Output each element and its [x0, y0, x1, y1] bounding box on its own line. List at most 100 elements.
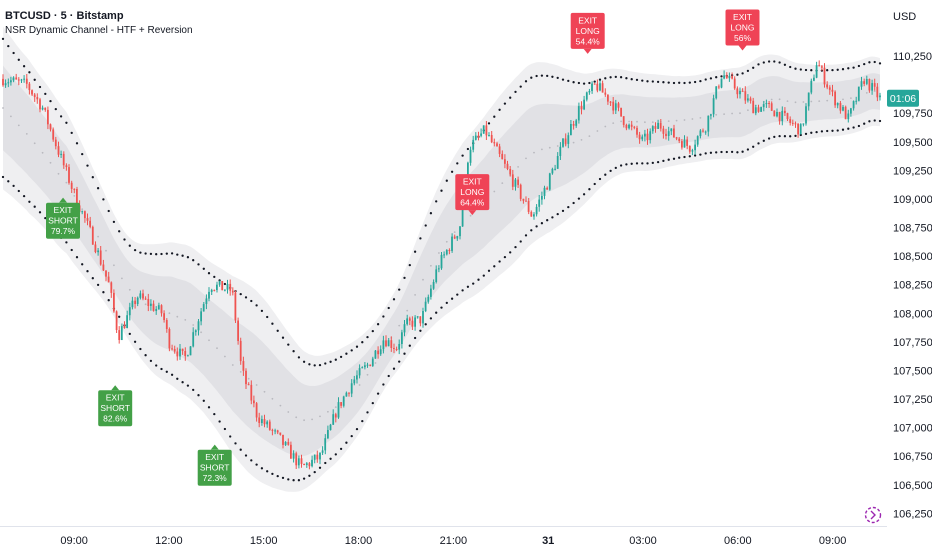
upper-channel-dot [271, 322, 274, 325]
lower-channel-dot [419, 329, 422, 332]
candle-body [451, 236, 453, 251]
candle [435, 265, 438, 284]
candle [749, 96, 752, 104]
candle [876, 83, 879, 102]
candle [696, 135, 699, 147]
upper-channel-dot [509, 96, 512, 99]
candle-body [791, 122, 794, 124]
midline-dot [366, 373, 369, 376]
candle-body [443, 254, 445, 256]
candle [704, 130, 707, 135]
candle-body [427, 296, 430, 302]
candle [385, 335, 387, 348]
price-tick-label: 109,750 [893, 108, 932, 120]
lower-channel-dot [604, 173, 607, 176]
midline-dot [271, 397, 274, 400]
lower-channel-dot [38, 211, 42, 214]
lower-channel-dot [1, 175, 5, 179]
candle [23, 75, 25, 83]
upper-channel-dot [44, 92, 47, 96]
candle [628, 123, 630, 130]
candle-body [707, 115, 710, 132]
lower-channel-dot [556, 212, 559, 216]
candle [665, 128, 667, 140]
candle-body [871, 83, 873, 91]
upper-channel-dot [345, 352, 348, 355]
lower-channel-dot [408, 344, 411, 347]
midline-dot [810, 100, 813, 103]
candle-body [142, 293, 144, 299]
candle [224, 289, 226, 292]
midline-dot [33, 142, 36, 145]
lower-channel-dot [118, 315, 121, 318]
candle-body [12, 77, 15, 81]
candle-body [533, 214, 535, 217]
candle [266, 420, 268, 428]
lower-channel-dot [662, 159, 665, 163]
lower-channel-dot [176, 377, 179, 380]
candle [847, 109, 850, 123]
candle [831, 84, 834, 97]
signal-text: EXIT [733, 12, 752, 22]
replay-icon[interactable] [864, 506, 882, 524]
candle-body [305, 463, 308, 465]
candle [575, 118, 578, 128]
midline-dot [770, 98, 773, 101]
candle [519, 183, 522, 202]
candle-body [477, 135, 480, 137]
candle [580, 101, 583, 115]
candle [427, 294, 430, 304]
candle [585, 91, 588, 102]
candle [448, 248, 451, 255]
midline-dot [651, 121, 654, 124]
candle-body [725, 75, 728, 79]
candle [794, 121, 797, 128]
time-axis[interactable]: 09:00 12:00 15:00 18:00 21:00 31 03:00 06:00 09:… [60, 535, 846, 547]
candle [97, 248, 99, 256]
candle-body [84, 211, 86, 219]
lower-channel-dot [355, 427, 359, 431]
candle [517, 176, 519, 188]
candle [477, 131, 480, 141]
candle [791, 119, 794, 126]
candle-body [440, 254, 443, 269]
candle-body [49, 124, 52, 130]
candle [160, 304, 163, 317]
upper-channel-dot [17, 58, 20, 61]
signal-text: SHORT [200, 463, 230, 473]
midline-dot [865, 92, 868, 94]
midline-dot [596, 130, 599, 132]
candle-body [184, 351, 187, 357]
candle [369, 364, 372, 367]
candle [189, 346, 192, 356]
candle [395, 346, 398, 352]
price-axis[interactable]: USD 106,250 106,500 106,750 107,000 107,250 1… [893, 11, 932, 520]
signal-text: EXIT [54, 205, 73, 215]
candle [102, 259, 105, 271]
signal-box [455, 174, 490, 211]
lower-channel-dot [503, 255, 507, 259]
candle [617, 101, 620, 112]
candle-body [543, 187, 546, 196]
candle [670, 128, 673, 136]
candle-body [4, 83, 7, 86]
candle-body [538, 199, 541, 207]
candle-body [131, 300, 134, 308]
candle-body [414, 317, 416, 327]
upper-channel-dot [266, 315, 269, 319]
candle-body [70, 182, 73, 189]
lower-channel-dot [826, 129, 829, 133]
candle-body [667, 131, 670, 136]
candle-body [739, 90, 741, 95]
candle-body [385, 340, 387, 347]
upper-channel-dot [662, 81, 665, 84]
candle-body [519, 184, 522, 199]
upper-channel-dot [852, 66, 855, 69]
candle [210, 288, 213, 295]
upper-channel-dot [688, 81, 691, 84]
candle-body [97, 250, 99, 253]
midline-dot [105, 249, 107, 252]
candle-body [511, 174, 514, 187]
